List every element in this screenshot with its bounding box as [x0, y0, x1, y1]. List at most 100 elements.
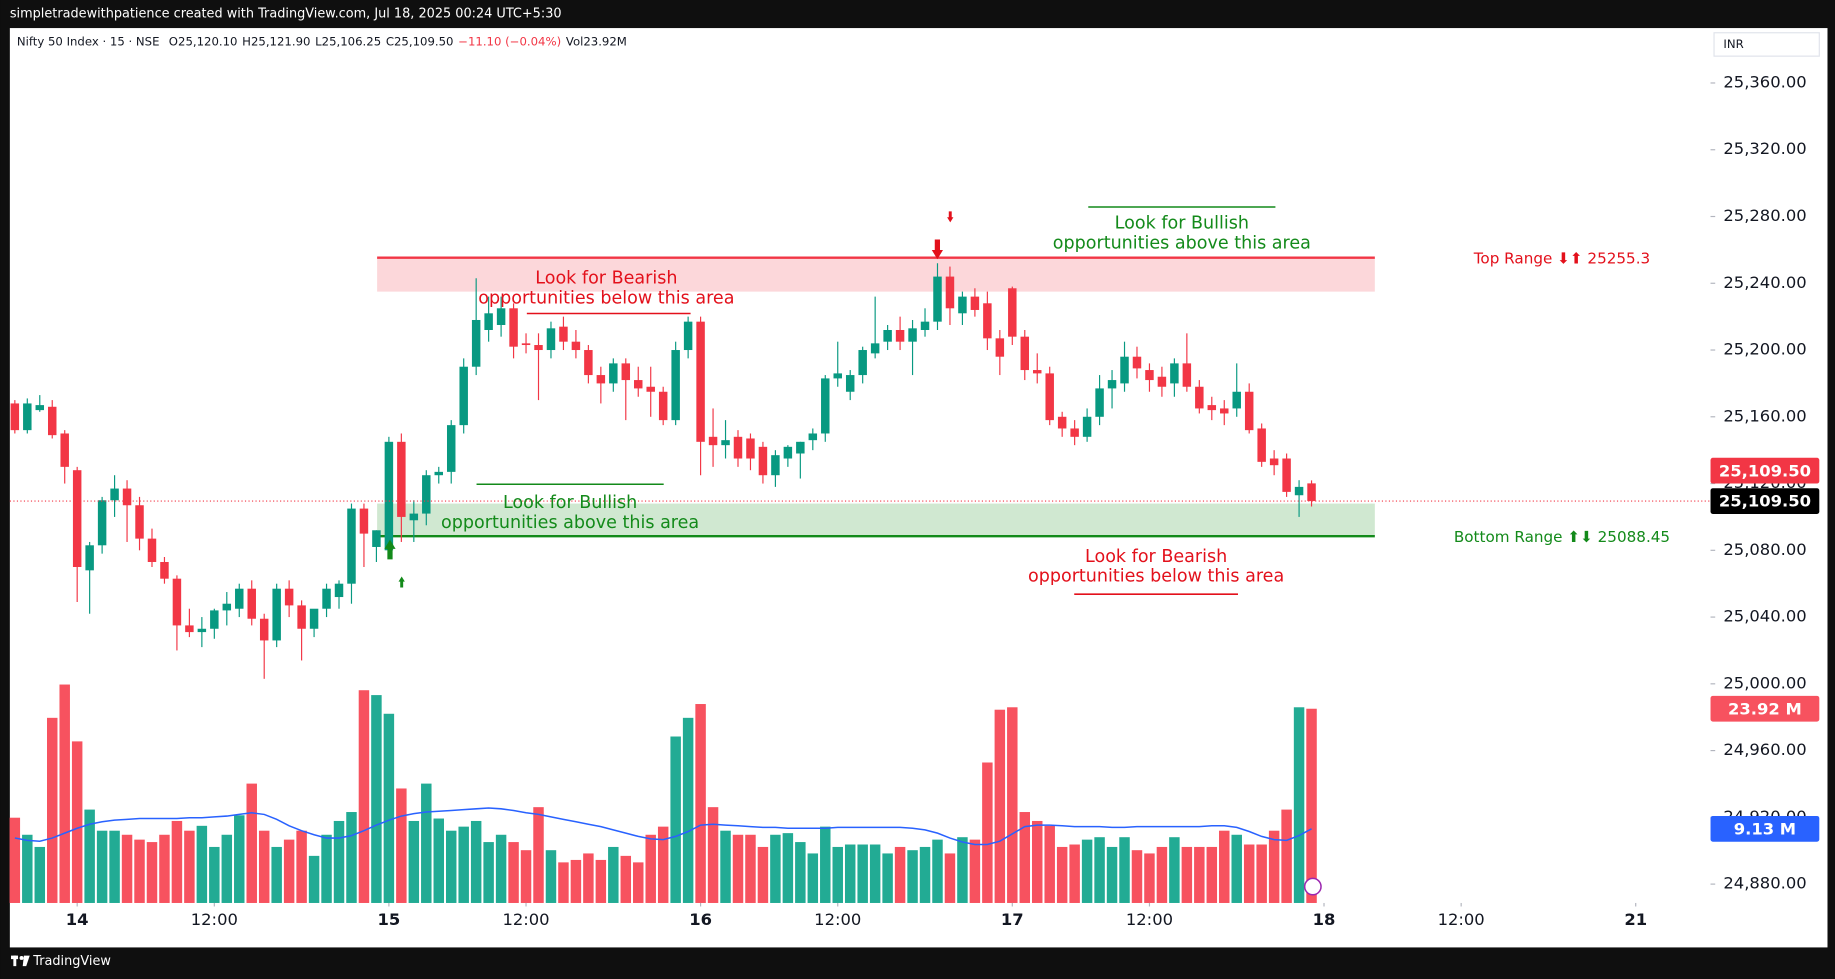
- volume-bar: [1231, 834, 1242, 903]
- legend-change: −11.10 (−0.04%): [458, 35, 561, 49]
- arrow-icon: [947, 211, 954, 223]
- y-tick-label: 25,320.00: [1723, 139, 1806, 158]
- candle-body: [671, 350, 680, 421]
- volume-bar: [184, 830, 195, 903]
- volume-bar: [932, 839, 943, 903]
- volume-bar: [782, 833, 794, 903]
- currency: INR: [1723, 37, 1743, 51]
- candle-body: [1132, 356, 1142, 369]
- volume-bar: [633, 862, 644, 903]
- volume-bar: [445, 830, 457, 903]
- logo-part: [13, 955, 17, 967]
- volume-bar: [857, 844, 868, 903]
- volume-bar: [1131, 850, 1143, 903]
- candle-body: [272, 588, 281, 641]
- volume-bar: [421, 783, 432, 903]
- volume-bar: [520, 850, 532, 903]
- volume-bar: [333, 820, 345, 903]
- volume-bar: [458, 826, 469, 903]
- volume-bar: [770, 834, 781, 903]
- last-price-label: 25,109.50: [1719, 492, 1811, 511]
- candle-body: [1232, 391, 1241, 409]
- candle-body: [1145, 370, 1154, 381]
- candle-body: [621, 363, 631, 381]
- candle-body: [821, 378, 830, 434]
- volume-bar: [346, 812, 357, 903]
- volume-bar: [620, 855, 632, 903]
- candle-body: [347, 508, 356, 584]
- candle-body: [1220, 408, 1229, 414]
- ma-label: 9.13 M: [1734, 820, 1796, 839]
- candle-body: [958, 296, 967, 314]
- volume-bar: [234, 815, 245, 903]
- volume-bar: [919, 846, 931, 903]
- volume-bar: [1044, 825, 1055, 903]
- candle-body: [509, 308, 518, 347]
- volume-bar: [1106, 846, 1118, 903]
- note-text: opportunities above this area: [1053, 233, 1311, 253]
- candle-body: [1294, 486, 1304, 496]
- volume-bar: [1293, 707, 1305, 903]
- candle-body: [646, 386, 655, 392]
- volume-bar: [308, 855, 320, 903]
- volume-bar: [483, 842, 494, 903]
- candle-body: [708, 436, 718, 446]
- candle-body: [1307, 483, 1316, 502]
- legend-open: O25,120.10: [169, 35, 238, 49]
- candle-body: [147, 538, 157, 562]
- candle-body: [185, 625, 194, 633]
- candle-body: [97, 500, 107, 546]
- candle-body: [1057, 416, 1067, 429]
- candle-body: [521, 343, 531, 346]
- candle-body: [1045, 373, 1054, 421]
- volume-bar: [1219, 830, 1230, 903]
- volume-bar: [470, 820, 482, 903]
- volume-bar: [271, 846, 282, 903]
- volume-bar: [907, 850, 918, 903]
- legend-close: C25,109.50: [386, 35, 454, 49]
- candle-body: [60, 433, 69, 467]
- volume-bar: [433, 818, 444, 903]
- volume-bar: [1069, 844, 1080, 903]
- volume-bar: [944, 853, 956, 903]
- volume-bar: [545, 850, 557, 903]
- x-tick-label: 12:00: [814, 910, 861, 929]
- candle-body: [334, 583, 344, 598]
- candle-body: [584, 350, 593, 376]
- candle-body: [1207, 405, 1217, 411]
- volume-bar: [1268, 830, 1280, 903]
- candle-body: [1244, 391, 1254, 431]
- volume-bar: [882, 853, 893, 903]
- candle-body: [72, 470, 82, 567]
- volume-bar: [583, 853, 594, 903]
- candle-body: [397, 441, 406, 517]
- volume-bar: [159, 834, 170, 903]
- candle-body: [1107, 380, 1117, 389]
- candle-body: [160, 561, 169, 579]
- chart-area: [9, 28, 1828, 948]
- volume-bar: [645, 834, 656, 903]
- candle-body: [446, 425, 456, 472]
- x-tick-label: 14: [66, 910, 89, 929]
- volume-bar: [495, 834, 507, 903]
- candle-body: [85, 545, 94, 571]
- y-tick-label: 25,160.00: [1723, 406, 1806, 425]
- volume-bar: [707, 807, 719, 903]
- volume-bar: [533, 807, 544, 903]
- volume-bar: [296, 830, 307, 903]
- zone-band: [377, 503, 1375, 537]
- candle-body: [210, 610, 219, 629]
- note-text: opportunities below this area: [478, 288, 734, 308]
- volume-bar: [134, 839, 145, 903]
- volume-bar: [1169, 837, 1180, 903]
- candle-body: [1120, 356, 1129, 384]
- volume-bar: [1281, 809, 1292, 903]
- currency-box[interactable]: [1713, 32, 1820, 57]
- candle-body: [1282, 458, 1291, 492]
- candle-body: [284, 588, 294, 606]
- volume-bar: [1007, 707, 1018, 903]
- legend-low: L25,106.25: [315, 35, 381, 49]
- volume-bar: [795, 842, 806, 903]
- x-tick-label: 12:00: [1438, 910, 1485, 929]
- last-price-label-box: [1710, 488, 1820, 514]
